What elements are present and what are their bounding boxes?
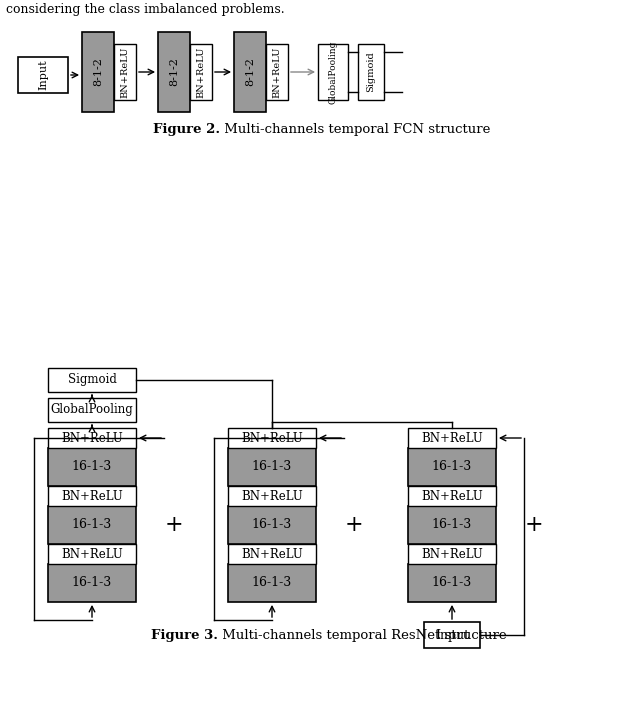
Text: +: + xyxy=(525,514,543,536)
Text: Figure 2.: Figure 2. xyxy=(153,123,220,136)
Text: 16-1-3: 16-1-3 xyxy=(252,461,292,474)
Text: Input: Input xyxy=(435,628,469,642)
FancyBboxPatch shape xyxy=(82,32,114,112)
Text: Multi-channels temporal FCN structure: Multi-channels temporal FCN structure xyxy=(220,123,490,136)
Text: 16-1-3: 16-1-3 xyxy=(252,577,292,589)
Text: 16-1-3: 16-1-3 xyxy=(252,518,292,532)
Text: 16-1-3: 16-1-3 xyxy=(432,577,472,589)
FancyBboxPatch shape xyxy=(114,44,136,100)
Text: 16-1-3: 16-1-3 xyxy=(432,518,472,532)
FancyBboxPatch shape xyxy=(234,32,266,112)
FancyBboxPatch shape xyxy=(408,506,496,544)
Text: 16-1-3: 16-1-3 xyxy=(432,461,472,474)
FancyBboxPatch shape xyxy=(228,506,316,544)
Text: BN+ReLU: BN+ReLU xyxy=(421,489,483,503)
Text: BN+ReLU: BN+ReLU xyxy=(197,46,205,98)
FancyBboxPatch shape xyxy=(48,368,136,392)
FancyBboxPatch shape xyxy=(408,448,496,486)
FancyBboxPatch shape xyxy=(48,564,136,602)
FancyBboxPatch shape xyxy=(228,486,316,506)
Text: BN+ReLU: BN+ReLU xyxy=(61,547,123,560)
Text: 8-1-2: 8-1-2 xyxy=(93,58,103,87)
FancyBboxPatch shape xyxy=(228,544,316,564)
Text: BN+ReLU: BN+ReLU xyxy=(241,489,303,503)
Text: BN+ReLU: BN+ReLU xyxy=(241,432,303,444)
Text: BN+ReLU: BN+ReLU xyxy=(272,46,282,98)
Text: 16-1-3: 16-1-3 xyxy=(72,577,112,589)
Text: 8-1-2: 8-1-2 xyxy=(245,58,255,87)
FancyBboxPatch shape xyxy=(318,44,348,100)
Text: Multi-channels temporal ResNet structure: Multi-channels temporal ResNet structure xyxy=(218,628,507,642)
Text: +: + xyxy=(345,514,363,536)
Text: +: + xyxy=(165,514,183,536)
Text: BN+ReLU: BN+ReLU xyxy=(421,432,483,444)
FancyBboxPatch shape xyxy=(48,398,136,422)
FancyBboxPatch shape xyxy=(408,544,496,564)
FancyBboxPatch shape xyxy=(158,32,190,112)
Text: 8-1-2: 8-1-2 xyxy=(169,58,179,87)
Text: Figure 3.: Figure 3. xyxy=(151,628,218,642)
FancyBboxPatch shape xyxy=(408,486,496,506)
Text: BN+ReLU: BN+ReLU xyxy=(241,547,303,560)
Text: Sigmoid: Sigmoid xyxy=(68,373,116,386)
FancyBboxPatch shape xyxy=(408,564,496,602)
FancyBboxPatch shape xyxy=(48,506,136,544)
FancyBboxPatch shape xyxy=(228,564,316,602)
Text: 16-1-3: 16-1-3 xyxy=(72,518,112,532)
Text: GlobalPooling: GlobalPooling xyxy=(328,40,338,104)
FancyBboxPatch shape xyxy=(190,44,212,100)
Text: GlobalPooling: GlobalPooling xyxy=(50,403,133,417)
Text: BN+ReLU: BN+ReLU xyxy=(121,46,129,98)
FancyBboxPatch shape xyxy=(228,428,316,448)
FancyBboxPatch shape xyxy=(408,428,496,448)
FancyBboxPatch shape xyxy=(358,44,384,100)
Text: considering the class imbalanced problems.: considering the class imbalanced problem… xyxy=(6,4,285,16)
Text: BN+ReLU: BN+ReLU xyxy=(61,489,123,503)
Text: Sigmoid: Sigmoid xyxy=(366,52,376,92)
FancyBboxPatch shape xyxy=(48,428,136,448)
FancyBboxPatch shape xyxy=(48,448,136,486)
FancyBboxPatch shape xyxy=(228,448,316,486)
Text: BN+ReLU: BN+ReLU xyxy=(61,432,123,444)
Text: 16-1-3: 16-1-3 xyxy=(72,461,112,474)
FancyBboxPatch shape xyxy=(18,57,68,93)
Text: BN+ReLU: BN+ReLU xyxy=(421,547,483,560)
FancyBboxPatch shape xyxy=(424,622,480,648)
Text: Input: Input xyxy=(38,60,48,90)
FancyBboxPatch shape xyxy=(48,544,136,564)
FancyBboxPatch shape xyxy=(48,486,136,506)
FancyBboxPatch shape xyxy=(266,44,288,100)
